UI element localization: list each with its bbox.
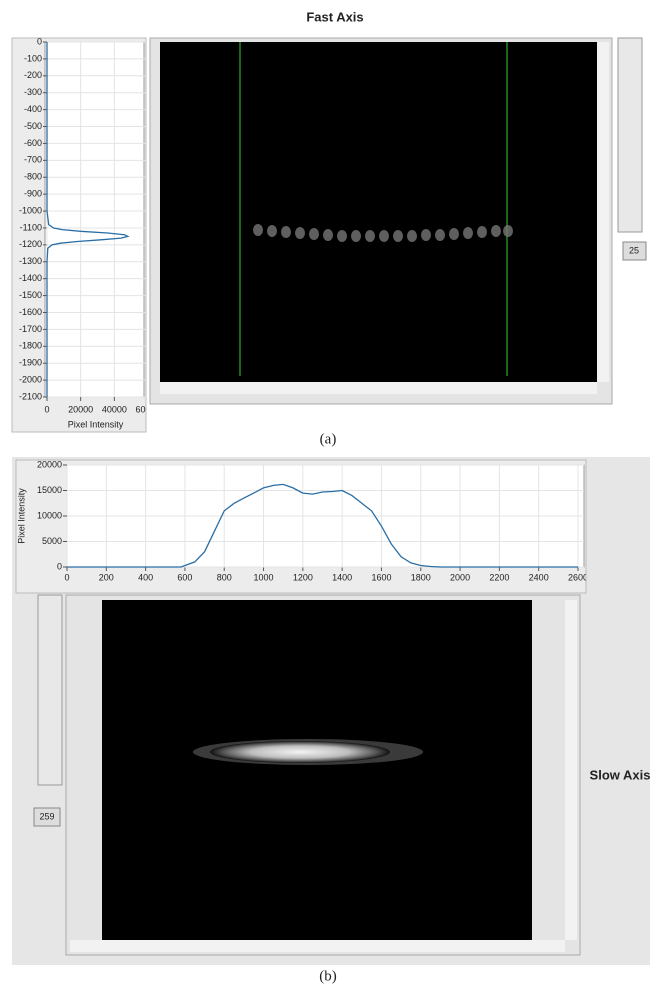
counter-box bbox=[622, 241, 647, 261]
caption: (b) bbox=[319, 968, 337, 984]
y-tick-label: 10000 bbox=[37, 510, 62, 520]
y-tick-label: -1600 bbox=[19, 307, 42, 317]
y-tick-label: -1500 bbox=[19, 290, 42, 300]
x-tick-label: 1800 bbox=[411, 572, 431, 582]
counter: 25 bbox=[629, 245, 639, 255]
beam-spot bbox=[210, 741, 390, 763]
y-tick-label: -200 bbox=[24, 70, 42, 80]
x-tick-label: 800 bbox=[217, 572, 232, 582]
y-tick-label: -100 bbox=[24, 53, 42, 63]
x-tick-label: 2600 bbox=[568, 572, 588, 582]
x-tick-label: 0 bbox=[64, 572, 69, 582]
y-tick-label: -400 bbox=[24, 104, 42, 114]
caption: (a) bbox=[320, 431, 337, 447]
x-tick-label: 1400 bbox=[332, 572, 352, 582]
y-tick-label: -1000 bbox=[19, 205, 42, 215]
y-tick-label: 0 bbox=[37, 36, 42, 46]
counter-box bbox=[33, 807, 61, 827]
x-tick-label: 400 bbox=[138, 572, 153, 582]
spot-row bbox=[253, 224, 513, 242]
y-tick-label: -1100 bbox=[20, 222, 42, 232]
y-tick-label: -1800 bbox=[19, 341, 42, 351]
y-tick-label: -2100 bbox=[19, 391, 42, 401]
fast-axis-graph: 0 -100 -200 -300 -400 -500 -600 -700 -800 -900 -10… bbox=[19, 36, 160, 429]
y-tick-label: -300 bbox=[24, 87, 42, 97]
x-tick-label: 60000 bbox=[135, 404, 160, 414]
counter: 259 bbox=[39, 811, 54, 821]
toolbar[interactable] bbox=[617, 37, 643, 233]
y-tick-label: -1400 bbox=[19, 273, 42, 283]
x-tick-label: 2400 bbox=[529, 572, 549, 582]
x-tick-label: 40000 bbox=[102, 404, 127, 414]
y-tick-label: 0 bbox=[57, 561, 62, 571]
x-tick-label: 1600 bbox=[371, 572, 391, 582]
v-scrollbar[interactable] bbox=[565, 600, 577, 940]
y-tick-label: -600 bbox=[24, 138, 42, 148]
y-tick-label: -2000 bbox=[19, 374, 42, 384]
y-tick-label: -1700 bbox=[19, 324, 42, 334]
y-tick-label: -500 bbox=[24, 121, 42, 131]
slow-axis-graph: 0 200 400 600 800 1000 1200 1400 1600 1800 2000 220… bbox=[16, 459, 588, 582]
axis-label: Pixel Intensity bbox=[68, 419, 124, 429]
y-tick-label: -1300 bbox=[19, 256, 42, 266]
y-tick-label: 15000 bbox=[37, 485, 62, 495]
axis-label: Pixel Intensity bbox=[16, 488, 26, 544]
panel-title: Fast Axis bbox=[306, 9, 363, 24]
plot-area bbox=[44, 41, 145, 398]
x-tick-label: 600 bbox=[177, 572, 192, 582]
v-scrollbar[interactable] bbox=[597, 42, 609, 382]
h-scrollbar[interactable] bbox=[70, 940, 565, 952]
y-tick-label: -900 bbox=[24, 189, 42, 199]
y-tick-label: -700 bbox=[24, 155, 42, 165]
profile-line bbox=[46, 42, 130, 397]
x-tick-label: 0 bbox=[44, 404, 49, 414]
y-tick-label: -800 bbox=[24, 172, 42, 182]
x-tick-label: 2200 bbox=[489, 572, 509, 582]
panel-title: Slow Axis bbox=[590, 767, 651, 782]
image-display bbox=[160, 42, 597, 382]
y-tick-label: -1200 bbox=[19, 239, 42, 249]
y-tick-label: -1900 bbox=[19, 358, 42, 368]
y-tick-label: 5000 bbox=[42, 536, 62, 546]
h-scrollbar[interactable] bbox=[160, 382, 597, 394]
toolbar[interactable] bbox=[37, 594, 63, 786]
x-tick-label: 2000 bbox=[450, 572, 470, 582]
profile-line bbox=[67, 483, 578, 568]
x-tick-label: 1200 bbox=[293, 572, 313, 582]
image-display bbox=[102, 600, 532, 940]
x-tick-label: 1000 bbox=[254, 572, 274, 582]
x-tick-label: 200 bbox=[99, 572, 114, 582]
y-tick-label: 20000 bbox=[37, 459, 62, 469]
x-tick-label: 20000 bbox=[68, 404, 93, 414]
